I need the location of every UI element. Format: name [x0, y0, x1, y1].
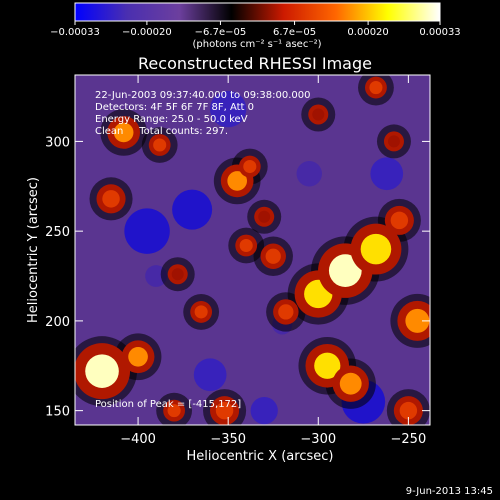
annotation-detectors: Detectors: 4F 5F 6F 7F 8F, Att 0 [95, 102, 254, 113]
hotspot-core [227, 171, 248, 191]
hotspot-core [102, 190, 120, 208]
x-tick-label: −350 [210, 432, 246, 447]
hotspot-core [113, 122, 134, 143]
hotspot-core [312, 108, 325, 121]
coldspot [209, 90, 247, 128]
coldspot [172, 189, 213, 230]
colorbar-tick-label: 0.00033 [419, 27, 460, 38]
hotspot-core [278, 304, 294, 320]
annotation-clean-counts: Clean Total counts: 297. [95, 126, 228, 137]
hotspot-core [243, 159, 257, 174]
coldspot [193, 358, 227, 392]
y-tick-label: 300 [45, 135, 70, 150]
colorbar-unit-label: (photons cm⁻² s⁻¹ asec⁻²) [192, 39, 321, 50]
annotation-block: 22-Jun-2003 09:37:40.000 to 09:38:00.000… [95, 90, 311, 137]
hotspot-core [215, 401, 234, 420]
chart-title: Reconstructed RHESSI Image [138, 54, 372, 73]
annotation-time-range: 22-Jun-2003 09:37:40.000 to 09:38:00.000 [95, 90, 311, 101]
colorbar: −0.00033 −0.00020 −6.7e−05 6.7e−05 0.00020 0.… [50, 2, 461, 50]
hotspot-core [258, 210, 271, 223]
colorbar-ticks: −0.00033 −0.00020 −6.7e−05 6.7e−05 0.00020 0.… [50, 21, 461, 38]
hotspot-core [167, 404, 181, 418]
y-tick-label: 200 [45, 315, 70, 330]
plot-frame [74, 74, 431, 426]
hotspot-core [390, 211, 409, 230]
x-tick-label: −300 [300, 432, 336, 447]
y-axis-label: Heliocentric Y (arcsec) [26, 177, 41, 323]
peak-position-label: Position of Peak = [-415,172] [95, 399, 241, 410]
coldspot [124, 208, 170, 254]
hotspot-core [314, 352, 341, 379]
y-axis: 150 200 250 300 [45, 135, 430, 420]
hotspot-core [85, 354, 119, 388]
x-tick-label: −400 [120, 432, 156, 447]
footer-date: 9-Jun-2013 13:45 [406, 486, 493, 497]
colorbar-gradient [74, 2, 441, 22]
x-axis: −400 −350 −300 −250 [120, 75, 426, 447]
hotspot-core [339, 372, 362, 395]
heatmap-area [74, 74, 431, 426]
hotspot-core [194, 305, 208, 319]
coldspot [370, 157, 404, 191]
hotspot-core [265, 248, 281, 264]
hotspot-core [171, 268, 184, 281]
hotspot-core [405, 308, 430, 333]
hotspot-core [360, 233, 392, 265]
annotation-energy-range: Energy Range: 25.0 - 50.0 keV [95, 114, 248, 125]
colorbar-tick-label: −0.00020 [122, 27, 172, 38]
y-tick-label: 150 [45, 405, 70, 420]
colorbar-tick-label: −0.00033 [50, 27, 100, 38]
colorbar-tick-label: 0.00020 [347, 27, 388, 38]
hotspot-core [153, 138, 167, 152]
x-axis-label: Heliocentric X (arcsec) [187, 449, 334, 464]
colorbar-tick-label: −6.7e−05 [195, 27, 247, 38]
coldspot [296, 160, 322, 187]
hotspot-core [328, 254, 362, 288]
hotspot-core [128, 346, 148, 367]
heatmap-spots [75, 75, 430, 425]
hotspot-core [239, 238, 253, 253]
y-tick-label: 250 [45, 225, 70, 240]
hotspot-core [399, 401, 418, 420]
colorbar-tick-label: 6.7e−05 [273, 27, 316, 38]
hotspot-core [387, 135, 400, 148]
x-tick-label: −250 [391, 432, 427, 447]
coldspot [250, 397, 278, 425]
hotspot-core [369, 81, 383, 95]
